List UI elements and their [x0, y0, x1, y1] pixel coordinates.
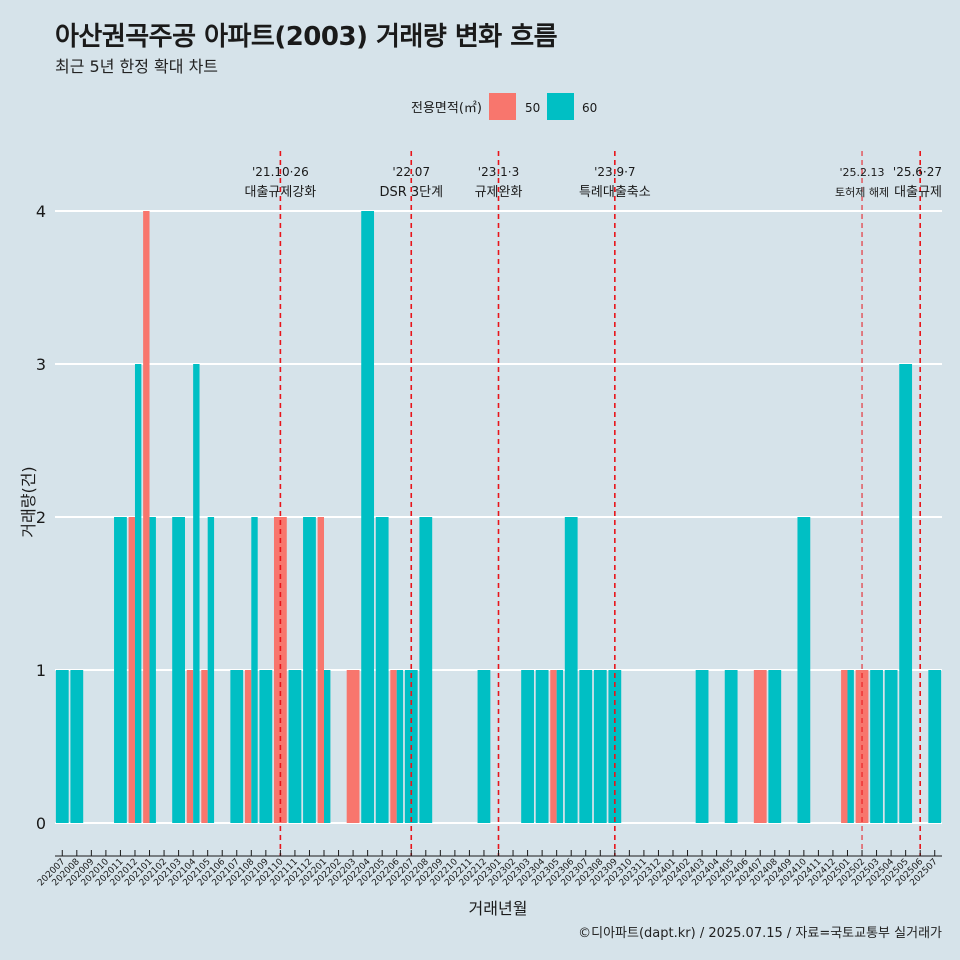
bar-50-202105 [201, 670, 208, 823]
bar-60-202307 [579, 670, 593, 823]
legend-title: 전용면적(㎡) [411, 101, 482, 116]
event-date-202506: '25.6·27 [893, 165, 942, 179]
bar-60-202306 [564, 517, 578, 823]
event-date-202301: '23.1·3 [478, 165, 519, 179]
bar-60-202103 [172, 517, 185, 823]
legend-label-60: 60 [582, 101, 597, 115]
y-axis-label: 거래량(건) [19, 466, 38, 537]
bar-60-202104 [193, 364, 200, 823]
bar-50-202108 [244, 670, 252, 823]
bar-60-202008 [70, 670, 84, 823]
bar-60-202107 [230, 670, 244, 823]
bar-60-202507 [928, 670, 942, 823]
y-tick-label-0: 0 [36, 814, 46, 833]
bar-60-202108 [251, 517, 258, 823]
bar-60-202305 [556, 670, 564, 823]
bar-60-202408 [768, 670, 782, 823]
bar-50-202104 [186, 670, 194, 823]
bar-60-202505 [899, 364, 913, 823]
y-tick-label-1: 1 [36, 661, 46, 680]
bar-60-202109 [259, 670, 273, 823]
bar-50-202206 [390, 670, 397, 823]
bar-50-202012 [128, 517, 135, 823]
x-axis-label: 거래년월 [469, 899, 528, 918]
bar-60-202308 [593, 670, 607, 823]
event-date-202207: '22.07 [392, 165, 430, 179]
y-tick-label-3: 3 [36, 355, 46, 374]
bar-60-202212 [477, 670, 491, 823]
bar-60-202111 [288, 670, 302, 823]
bar-60-202112 [303, 517, 316, 823]
bar-60-202205 [375, 517, 389, 823]
event-label-202502: 토허제 해제 [835, 185, 889, 199]
legend: 전용면적(㎡) 50 60 [411, 93, 597, 120]
bar-60-202304 [535, 670, 549, 823]
event-date-202309: '23.9·7 [594, 165, 635, 179]
bar-60-202101 [149, 517, 156, 823]
legend-label-50: 50 [525, 101, 540, 115]
event-label-202207: DSR 3단계 [379, 185, 443, 200]
bar-60-202405 [724, 670, 738, 823]
bar-60-202204 [361, 211, 375, 823]
bar-60-202403 [695, 670, 709, 823]
bar-60-202503 [870, 670, 883, 823]
legend-swatch-60 [547, 93, 574, 120]
bar-50-202203 [346, 670, 360, 823]
bar-60-202201 [324, 670, 331, 823]
event-label-202301: 규제완화 [475, 185, 523, 200]
bar-60-202007 [55, 670, 69, 823]
bar-50-202501 [841, 670, 848, 823]
event-date-202110: '21.10·26 [252, 165, 309, 179]
bar-50-202110 [273, 517, 287, 823]
y-tick-label-2: 2 [36, 508, 46, 527]
bar-60-202011 [114, 517, 127, 823]
bar-60-202303 [521, 670, 534, 823]
event-label-202506: 대출규제 [894, 185, 942, 200]
bar-50-202101 [143, 211, 150, 823]
source-caption: ©디아파트(dapt.kr) / 2025.07.15 / 자료=국토교통부 실… [578, 926, 942, 941]
event-label-202110: 대출규제강화 [245, 185, 317, 200]
bar-60-202410 [797, 517, 811, 823]
bar-60-202504 [884, 670, 898, 823]
bar-50-202305 [550, 670, 557, 823]
bar-60-202206 [396, 670, 404, 823]
chart-subtitle: 최근 5년 한정 확대 차트 [55, 57, 219, 76]
y-tick-label-4: 4 [36, 202, 46, 221]
chart-title: 아산권곡주공 아파트(2003) 거래량 변화 흐름 [55, 22, 558, 52]
bar-50-202201 [317, 517, 325, 823]
bar-50-202407 [753, 670, 767, 823]
bar-60-202012 [134, 364, 142, 823]
event-label-202309: 특례대출축소 [579, 185, 651, 200]
bar-60-202208 [419, 517, 433, 823]
bar-60-202105 [207, 517, 215, 823]
bar-60-202501 [847, 670, 854, 823]
legend-swatch-50 [489, 93, 516, 120]
event-date-202502: '25.2.13 [840, 166, 885, 179]
